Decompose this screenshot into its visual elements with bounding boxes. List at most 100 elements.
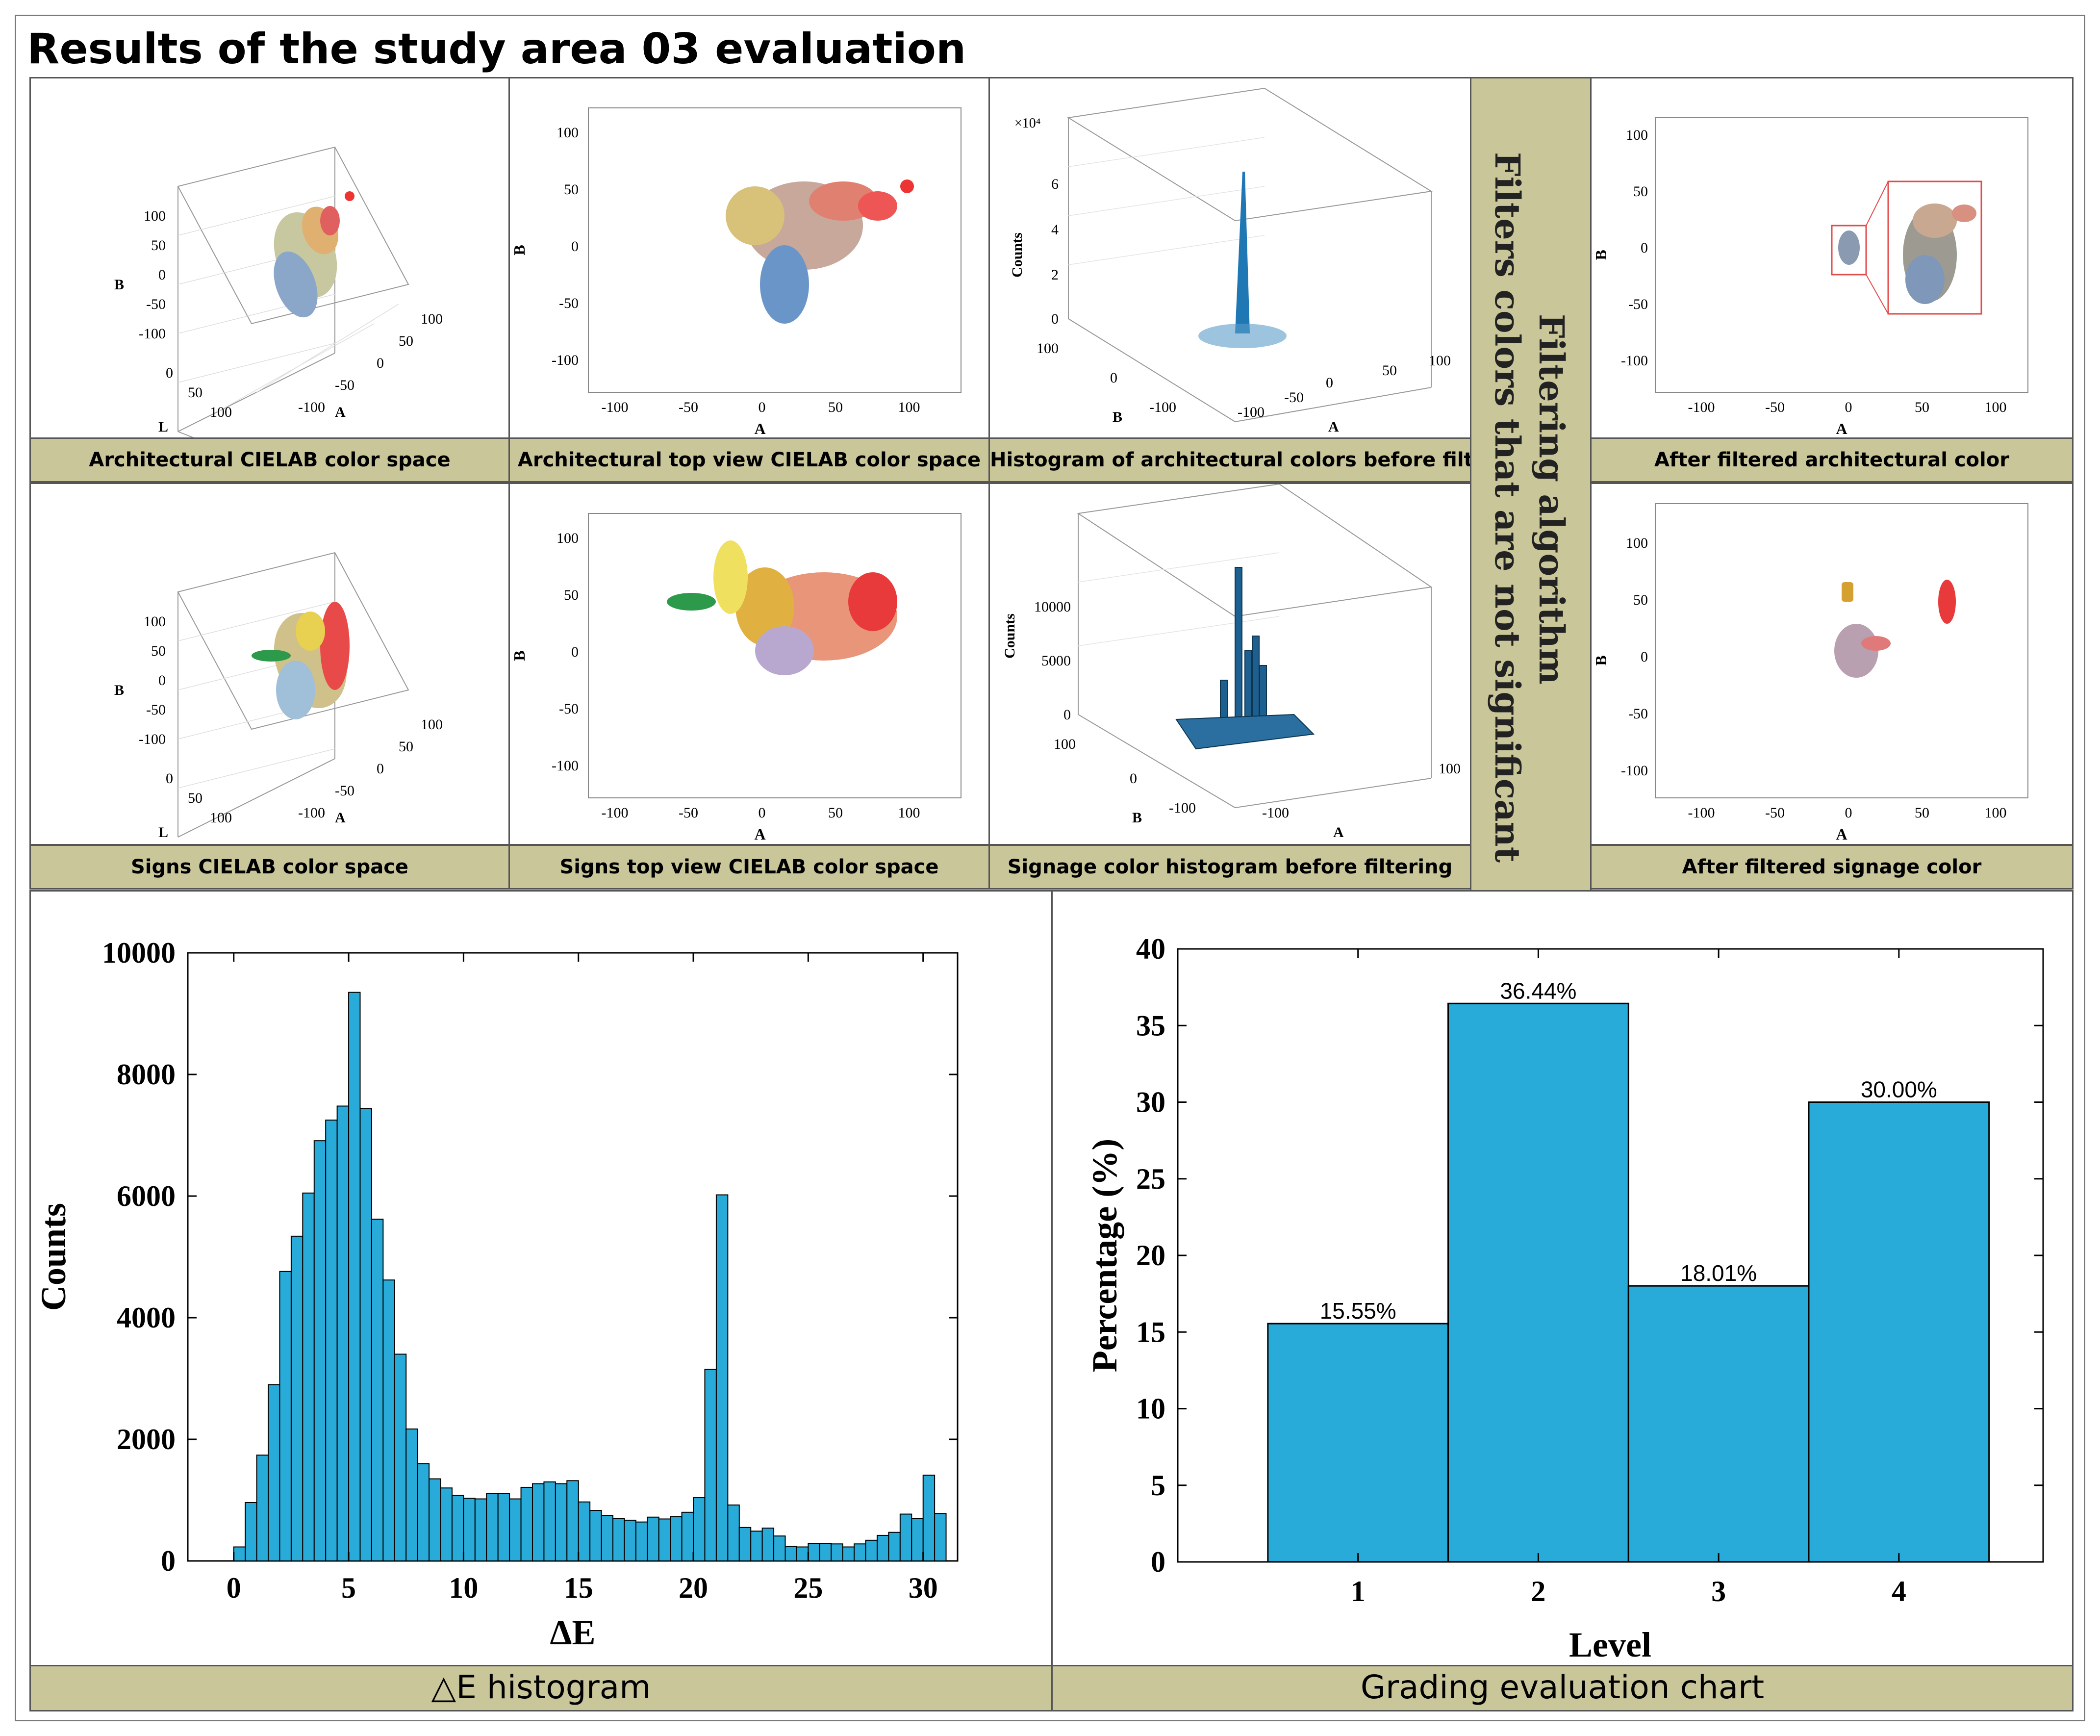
grade-ytick-label: 35: [1136, 1009, 1165, 1042]
sign-hist-b-tick: 0: [1130, 770, 1137, 787]
top-x-tick: 50: [828, 805, 843, 821]
de-bar: [681, 1511, 694, 1562]
top-y-tick: -100: [552, 352, 579, 368]
de-bar: [371, 1219, 384, 1561]
arch-hist-ylabel: Counts: [1009, 232, 1025, 278]
de-bar: [808, 1543, 820, 1562]
de-xlabel: ΔE: [550, 1613, 595, 1652]
de-bar: [658, 1518, 671, 1561]
de-bar: [704, 1369, 717, 1562]
cube-axis-b: B: [114, 277, 124, 293]
grading-panel: 15.55% 36.44% 18.01% 30.00% 1 2 3 4 0 5 10 15 20 25…: [1051, 890, 2074, 1666]
de-bar: [693, 1497, 706, 1562]
cube-b-tick: -50: [146, 296, 166, 312]
de-xtick-label: 0: [227, 1572, 241, 1604]
after-y-tick: 50: [1633, 183, 1648, 200]
arch-hist-z-tick: 4: [1051, 222, 1059, 238]
cube-b-tick: -100: [139, 731, 166, 747]
after-x-tick: -100: [1688, 805, 1715, 821]
after-axis-b: B: [1592, 655, 1610, 665]
de-bar: [543, 1481, 556, 1562]
cube-b-tick: 100: [144, 208, 166, 224]
de-bar: [256, 1455, 269, 1561]
cube-a-tick: 100: [421, 716, 443, 733]
arch-hist-a-tick: -50: [1284, 389, 1304, 406]
sign-after-cloud: [1834, 580, 1956, 678]
after-axis-a: A: [1836, 420, 1847, 437]
arch-hist-a-tick: 100: [1429, 353, 1451, 369]
arch-hist-b-tick: 100: [1037, 340, 1059, 357]
caption-arch-after: After filtered architectural color: [1590, 437, 2074, 483]
cube-axis-l: L: [158, 824, 168, 841]
de-bar: [440, 1487, 453, 1561]
de-ytick-label: 6000: [117, 1180, 176, 1212]
arch-hist-z-tick: 2: [1051, 267, 1059, 283]
caption-sign-cielab: Signs CIELAB color space: [29, 844, 510, 890]
de-bar: [555, 1483, 568, 1562]
de-bar: [578, 1501, 591, 1561]
de-bar: [325, 1120, 338, 1561]
filter-box: Filtering algorithm Filters colors that …: [1470, 77, 1592, 892]
after-y-tick: -50: [1628, 706, 1648, 722]
de-bar: [589, 1510, 602, 1561]
de-bar: [531, 1483, 545, 1562]
cube-l-tick: 100: [210, 810, 232, 826]
grade-bar: [1447, 1002, 1629, 1563]
de-bar: [831, 1543, 843, 1562]
de-bar: [819, 1543, 832, 1562]
grade-xtick-label: 3: [1711, 1575, 1726, 1608]
sign-hist-axis-a: A: [1333, 824, 1344, 841]
de-bar: [463, 1498, 476, 1562]
top-x-tick: 0: [759, 399, 766, 415]
de-bar: [911, 1518, 924, 1561]
de-bar: [394, 1353, 407, 1562]
cube-b-tick: 0: [158, 672, 166, 689]
sign-hist-panel: 10000 5000 0 100 0 -100 -100 100 Counts …: [988, 483, 1471, 845]
de-xtick-label: 20: [679, 1572, 708, 1604]
after-axis-b: B: [1592, 250, 1610, 260]
grading-chart: 15.55% 36.44% 18.01% 30.00% 1 2 3 4 0 5 10 15 20 25…: [1085, 933, 2044, 1664]
grade-ytick-label: 25: [1136, 1163, 1165, 1195]
caption-de-hist: △E histogram: [29, 1665, 1053, 1711]
sign-hist-b-tick: 100: [1054, 736, 1076, 752]
top-x-tick: 100: [898, 805, 920, 821]
top-axis-a: A: [754, 420, 765, 437]
de-ytick-label: 4000: [117, 1302, 176, 1334]
de-bar: [750, 1531, 763, 1561]
de-bar: [670, 1516, 683, 1561]
arch-top-panel: -100 -50 0 50 100 100 50 0 -50 -100 A B: [508, 77, 990, 439]
de-bar: [520, 1486, 533, 1561]
de-hist-panel: 0 5 10 15 20 25 30 0 2000 4000 6000 8000 10000 ΔE C…: [29, 890, 1053, 1666]
de-bar: [865, 1539, 878, 1561]
grade-bar: [1267, 1323, 1449, 1563]
de-bar: [336, 1105, 350, 1562]
arch-hist-z-tick: 0: [1051, 311, 1059, 327]
de-bar: [451, 1495, 464, 1561]
grade-xtick-label: 4: [1892, 1575, 1906, 1608]
arch-hist-b-tick: -100: [1149, 399, 1176, 415]
de-xtick-label: 5: [341, 1572, 356, 1604]
sign-after-plot: -100 -50 0 50 100 100 50 0 -50 -100 A B: [1592, 503, 2028, 843]
filter-line1: Filtering algorithm: [1531, 314, 1572, 685]
after-x-tick: -50: [1765, 805, 1785, 821]
grade-ytick-label: 10: [1136, 1393, 1165, 1425]
de-bar: [417, 1463, 430, 1561]
top-axis-b: B: [510, 650, 528, 661]
arch-cielab-panel: 100 50 0 -50 -100 0 50 100 100 50 0 -50 …: [29, 77, 510, 439]
cube-axis-l: L: [158, 419, 168, 435]
cube-b-tick: -100: [139, 326, 166, 342]
arch-hist-a-tick: 50: [1382, 362, 1397, 379]
cube-l-tick: 0: [166, 365, 173, 381]
page-title: Results of the study area 03 evaluation: [27, 25, 966, 74]
top-x-tick: -50: [679, 805, 698, 821]
after-axis-a: A: [1836, 825, 1847, 843]
sign-hist-z-tick: 10000: [1034, 599, 1071, 615]
de-xtick-label: 25: [793, 1572, 823, 1604]
cube-axis-a: A: [335, 810, 346, 826]
de-bar: [784, 1546, 797, 1561]
de-ytick-label: 8000: [117, 1058, 176, 1091]
cube-a-tick: 0: [377, 761, 384, 777]
de-bar: [796, 1546, 809, 1561]
after-y-tick: -100: [1621, 353, 1648, 369]
de-bar: [624, 1519, 636, 1562]
